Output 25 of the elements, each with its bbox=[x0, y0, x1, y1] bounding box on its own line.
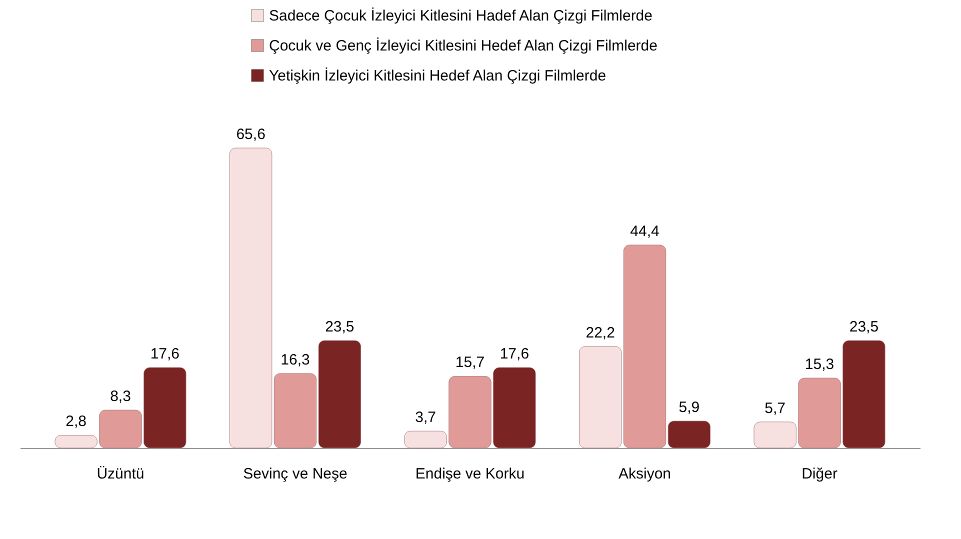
data-label: 17,6 bbox=[500, 346, 530, 363]
bar bbox=[668, 420, 711, 448]
data-label: 3,7 bbox=[415, 409, 436, 426]
data-label: 23,5 bbox=[849, 318, 879, 336]
x-tick-label: Sevinç ve Neşe bbox=[243, 466, 348, 482]
data-label: 16,3 bbox=[280, 351, 310, 368]
data-label: 65,6 bbox=[236, 126, 266, 143]
data-label: 23,5 bbox=[325, 318, 354, 336]
x-tick-label: Aksiyon bbox=[618, 466, 672, 482]
legend-label: Sadece Çocuk İzleyici Kitlesini Hadef Alan Çizgi Filmlerde bbox=[269, 6, 652, 24]
data-label: 8,3 bbox=[110, 388, 131, 406]
data-label: 5,9 bbox=[678, 399, 700, 416]
data-label: 17,6 bbox=[150, 346, 180, 363]
x-tick-label: Diğer bbox=[802, 466, 838, 482]
data-label: 15,3 bbox=[804, 356, 834, 374]
bar bbox=[229, 148, 272, 448]
x-tick-label: Üzüntü bbox=[96, 466, 144, 482]
data-label: 2,8 bbox=[66, 413, 86, 430]
data-label: 22,2 bbox=[586, 324, 615, 342]
data-label: 44,4 bbox=[630, 222, 660, 240]
data-label: 5,7 bbox=[764, 400, 786, 417]
legend-label: Yetişkin İzleyici Kitlesini Hedef Alan Çizgi Filmlerde bbox=[269, 66, 606, 84]
x-tick-label: Endişe ve Korku bbox=[415, 466, 525, 482]
legend-label: Çocuk ve Genç İzleyici Kitlesini Hedef Alan Çizgi Filmlerde bbox=[269, 36, 658, 54]
data-label: 15,7 bbox=[455, 354, 485, 372]
